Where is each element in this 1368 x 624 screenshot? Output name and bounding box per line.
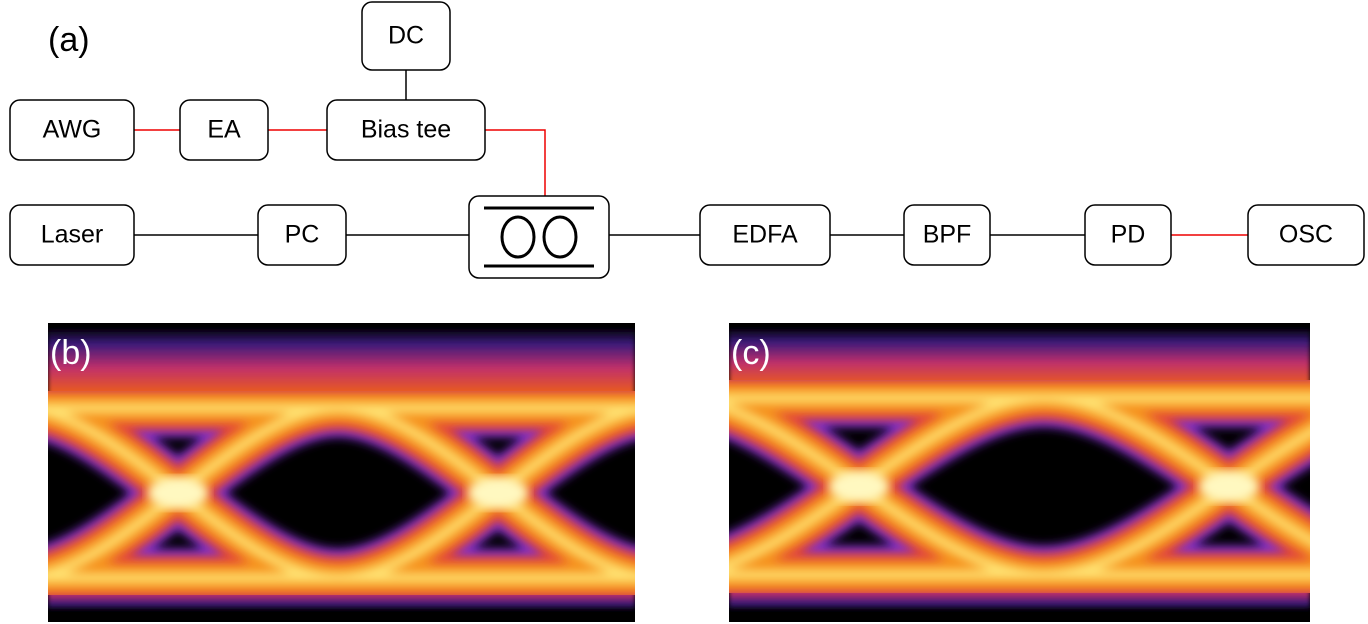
node: Laser: [10, 205, 134, 265]
node-label: PC: [285, 221, 320, 249]
node-label: PD: [1111, 221, 1146, 249]
node-label: EDFA: [732, 221, 798, 249]
node: PC: [258, 205, 346, 265]
node: BPF: [904, 205, 990, 265]
eye-crossing: [148, 477, 208, 509]
eye-crossing: [1199, 471, 1259, 503]
node: PD: [1085, 205, 1171, 265]
panel-label: (c): [731, 334, 771, 372]
node-label: AWG: [43, 116, 102, 144]
panel-label: (a): [48, 21, 90, 59]
eye-crossing: [468, 477, 528, 509]
node-label: Laser: [41, 221, 104, 249]
node: AWG: [10, 100, 134, 160]
node: EA: [180, 100, 268, 160]
node-label: DC: [388, 22, 424, 50]
node: Bias tee: [327, 100, 485, 160]
node-label: EA: [207, 116, 241, 144]
node: DC: [362, 2, 450, 70]
node-label: OSC: [1279, 221, 1333, 249]
eye-crossing: [829, 471, 889, 503]
ring-modulator: [469, 196, 609, 278]
panel-label: (b): [50, 334, 92, 372]
node: EDFA: [700, 205, 830, 265]
figure: (a) DC AWG EA Bias tee Laser PC EDFA BPF PD OSC (…: [0, 0, 1368, 624]
node: OSC: [1248, 205, 1364, 265]
node-label: Bias tee: [361, 116, 451, 144]
node-label: BPF: [923, 221, 972, 249]
